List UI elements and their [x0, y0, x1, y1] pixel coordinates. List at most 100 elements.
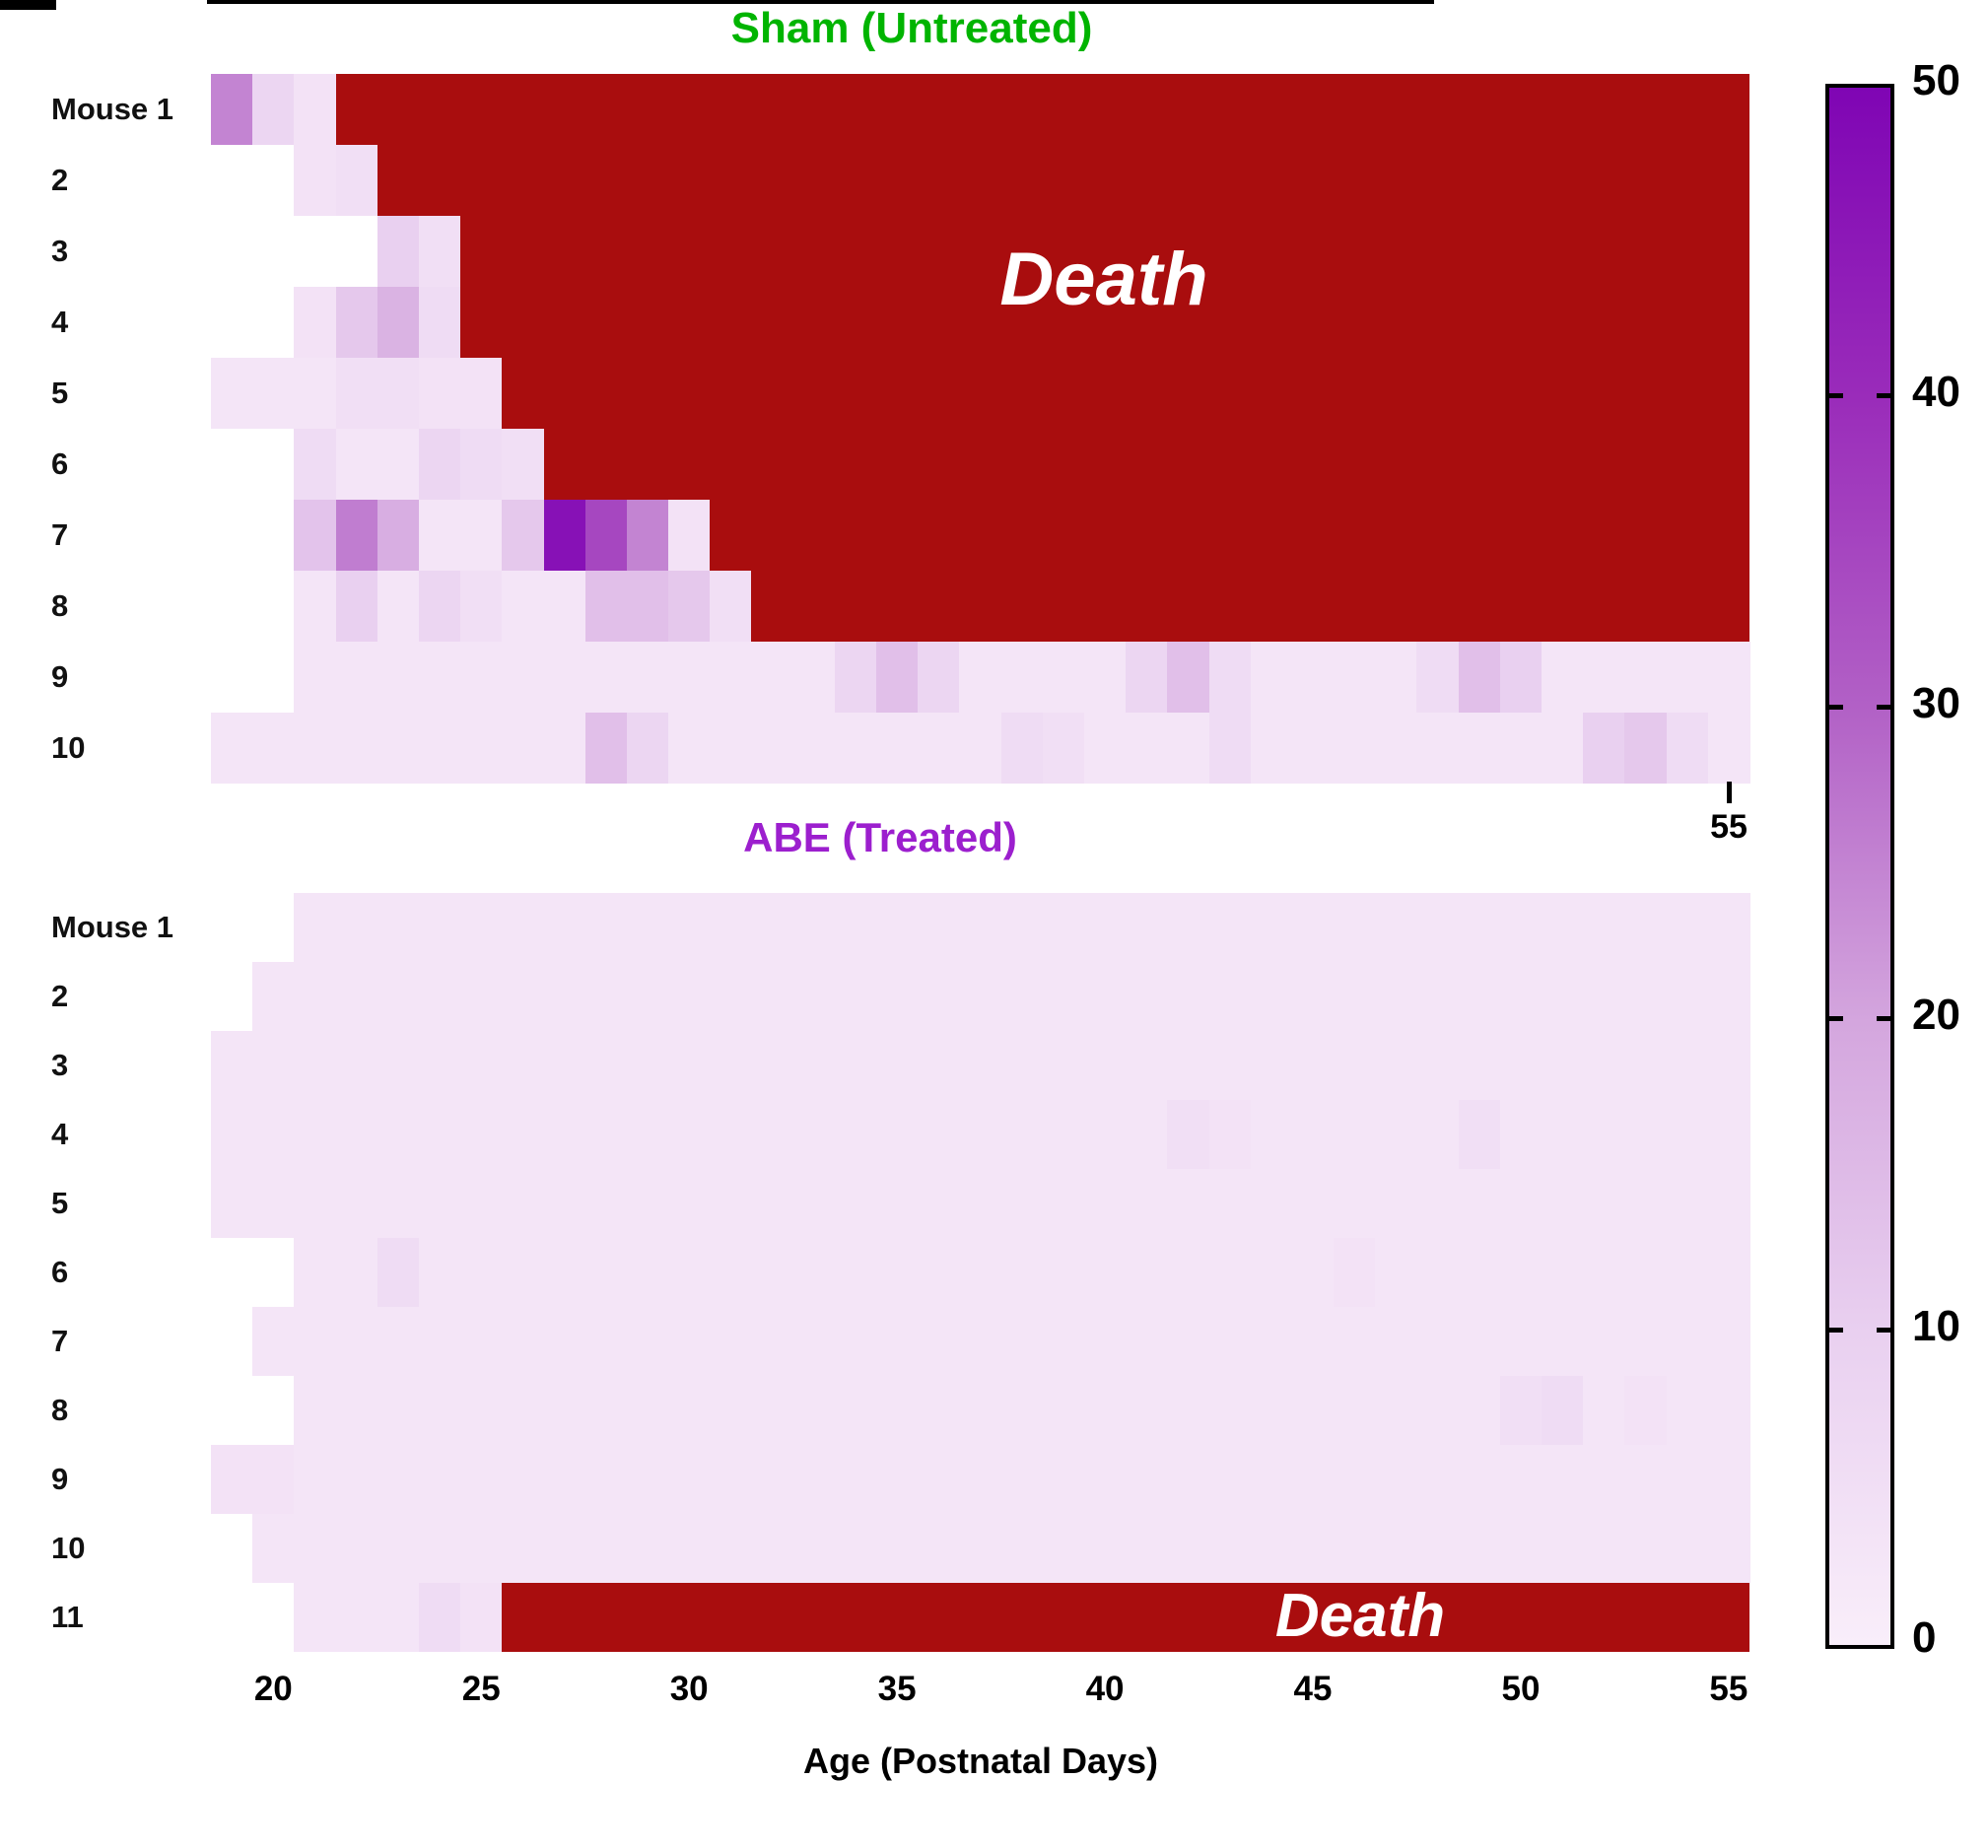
heatmap-cell [502, 1514, 545, 1583]
heatmap-cell [1583, 1238, 1626, 1307]
heatmap-cell [1583, 893, 1626, 962]
heatmap-cell [1291, 1376, 1335, 1445]
heatmap-cell [1416, 1100, 1460, 1169]
heatmap-cell [626, 1445, 669, 1514]
heatmap-cell [834, 1514, 877, 1583]
heatmap-cell [792, 1100, 836, 1169]
heatmap-cell [1291, 1100, 1335, 1169]
heatmap-cell [626, 1100, 669, 1169]
colorbar [1825, 84, 1894, 1649]
heatmap-cell [834, 713, 877, 784]
heatmap-cell [1666, 1376, 1709, 1445]
heatmap-cell [460, 1307, 503, 1376]
heatmap-cell [502, 1238, 545, 1307]
heatmap-cell [335, 287, 378, 358]
heatmap-cell [1208, 962, 1252, 1031]
heatmap-cell [252, 1307, 295, 1376]
heatmap-cell [876, 1445, 919, 1514]
heatmap-cell [335, 713, 378, 784]
heatmap-cell [1666, 1514, 1709, 1583]
heatmap-cell [1499, 962, 1542, 1031]
heatmap-cell [1624, 1445, 1668, 1514]
heatmap-cell [834, 1238, 877, 1307]
heatmap-cell [1291, 1031, 1335, 1100]
heatmap-cell [502, 571, 545, 642]
heatmap-cell [377, 287, 420, 358]
heatmap-cell [751, 713, 794, 784]
mid-axis-tick-label: 55 [1710, 808, 1748, 846]
colorbar-tick-label: 40 [1912, 368, 1960, 416]
heatmap-cell [876, 962, 919, 1031]
heatmap-cell [1375, 1100, 1418, 1169]
heatmap-cell [1499, 713, 1542, 784]
row-label: 9 [51, 659, 69, 694]
heatmap-cell [502, 713, 545, 784]
heatmap-cell [918, 1307, 960, 1376]
heatmap-cell [377, 893, 420, 962]
heatmap-cell [1167, 642, 1210, 713]
heatmap-cell [1208, 1445, 1252, 1514]
heatmap-cell [252, 74, 295, 145]
heatmap-cell [668, 571, 711, 642]
heatmap-cell [710, 1307, 753, 1376]
heatmap-cell [1042, 1031, 1085, 1100]
x-tick-label: 55 [1709, 1670, 1748, 1708]
heatmap-cell [377, 429, 420, 500]
heatmap-cell [1167, 1100, 1210, 1169]
heatmap-cell [584, 1238, 628, 1307]
heatmap-cell [584, 1307, 628, 1376]
heatmap-cell [335, 1031, 378, 1100]
death-region [543, 429, 1749, 500]
x-tick-label: 35 [877, 1670, 917, 1708]
heatmap-cell [1291, 1169, 1335, 1238]
heatmap-cell [335, 500, 378, 571]
heatmap-cell [418, 1100, 461, 1169]
heatmap-cell [294, 1445, 337, 1514]
heatmap-cell [543, 713, 586, 784]
heatmap-cell [252, 1169, 295, 1238]
heatmap-cell [1126, 1100, 1168, 1169]
heatmap-cell [1250, 642, 1293, 713]
heatmap-cell [792, 1031, 836, 1100]
heatmap-cell [211, 1100, 253, 1169]
heatmap-cell [1208, 893, 1252, 962]
heatmap-cell [543, 1445, 586, 1514]
heatmap-cell [710, 1031, 753, 1100]
heatmap-cell [460, 500, 503, 571]
heatmap-cell [710, 1376, 753, 1445]
heatmap-cell [252, 1031, 295, 1100]
death-region [502, 358, 1749, 429]
heatmap-cell [460, 713, 503, 784]
top-border-hairline [207, 0, 1434, 4]
heatmap-cell [668, 642, 711, 713]
heatmap-cell [1208, 1307, 1252, 1376]
heatmap-cell [252, 1445, 295, 1514]
heatmap-cell [543, 1169, 586, 1238]
heatmap-cell [1375, 713, 1418, 784]
row-label: 4 [51, 1117, 69, 1151]
heatmap-cell [1666, 893, 1709, 962]
heatmap-cell [543, 1376, 586, 1445]
heatmap-cell [668, 500, 711, 571]
heatmap-cell [294, 571, 337, 642]
heatmap-cell [377, 500, 420, 571]
heatmap-cell [1083, 962, 1127, 1031]
row-label: 5 [51, 376, 69, 410]
heatmap-cell [1416, 1514, 1460, 1583]
heatmap-cell [418, 1514, 461, 1583]
heatmap-cell [918, 1100, 960, 1169]
heatmap-cell [1707, 1514, 1750, 1583]
row-label: 6 [51, 446, 69, 481]
heatmap-cell [1416, 1238, 1460, 1307]
heatmap-cell [1375, 1376, 1418, 1445]
heatmap-cell [1126, 893, 1168, 962]
heatmap-cell [918, 962, 960, 1031]
heatmap-cell [294, 713, 337, 784]
heatmap-cell [377, 571, 420, 642]
heatmap-cell [1208, 1100, 1252, 1169]
heatmap-cell [626, 571, 669, 642]
heatmap-cell [1458, 1100, 1501, 1169]
heatmap-cell [377, 1031, 420, 1100]
row-label: Mouse 1 [51, 92, 174, 126]
heatmap-cell [460, 1376, 503, 1445]
